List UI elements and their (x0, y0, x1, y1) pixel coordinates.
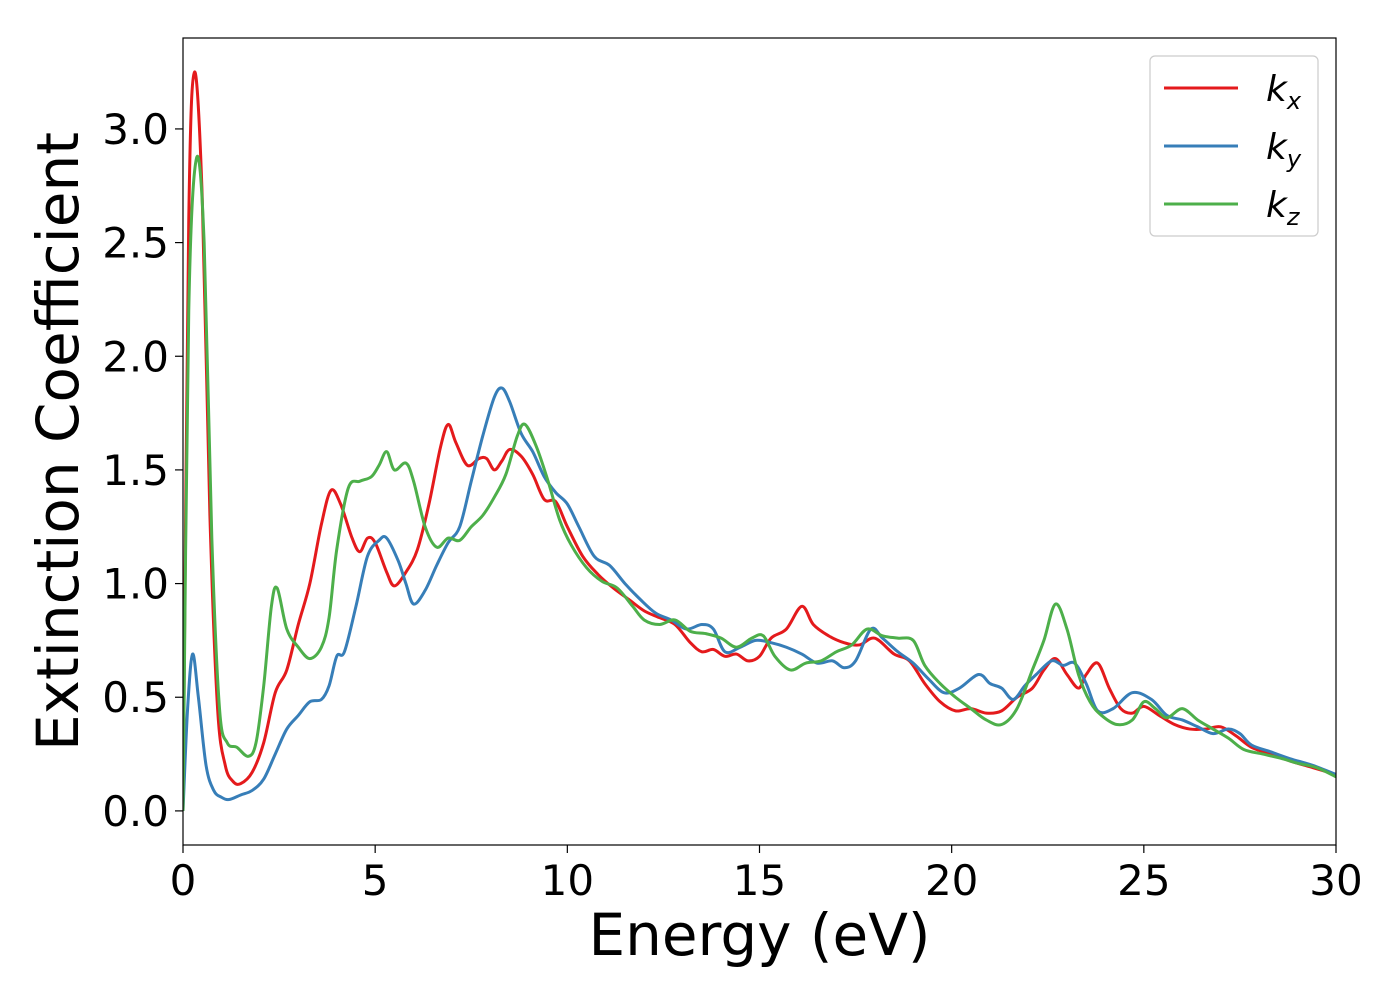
y-tick-label: 0.5 (102, 673, 169, 722)
y-axis-ticks: 0.0 0.5 1.0 1.5 2.0 2.5 3.0 (102, 105, 183, 836)
y-tick-label: 0.0 (102, 787, 169, 836)
x-axis-ticks: 0 5 10 15 20 25 30 (170, 845, 1363, 905)
legend-item-kx: kx (1164, 69, 1302, 115)
plot-area: 0 5 10 15 20 25 30 0.0 0.5 1.0 1.5 2.0 2.5 3.0 (102, 37, 1363, 905)
y-tick-label: 2.5 (102, 219, 169, 268)
y-tick-label: 3.0 (102, 105, 169, 154)
y-tick-label: 1.0 (102, 560, 169, 609)
x-tick-label: 10 (541, 856, 594, 905)
series-line-kz (183, 154, 1336, 811)
y-tick-label: 2.0 (102, 332, 169, 381)
legend-label: kx (1266, 69, 1302, 115)
y-axis-title: Extinction Coefficient (24, 132, 92, 751)
legend-item-kz: kz (1164, 185, 1301, 231)
legend-item-ky: ky (1164, 127, 1302, 173)
legend: kx ky kz (1149, 55, 1319, 237)
x-tick-label: 25 (1117, 856, 1170, 905)
x-axis-title: Energy (eV) (588, 901, 930, 969)
legend-label: kz (1266, 185, 1301, 231)
series-line-kx (183, 70, 1336, 811)
x-tick-label: 15 (733, 856, 786, 905)
x-tick-label: 30 (1309, 856, 1362, 905)
x-tick-label: 20 (925, 856, 978, 905)
x-tick-label: 5 (362, 856, 389, 905)
series-layer (183, 70, 1336, 811)
legend-label: ky (1266, 127, 1302, 173)
x-tick-label: 0 (170, 856, 197, 905)
y-tick-label: 1.5 (102, 446, 169, 495)
series-line-ky (183, 386, 1336, 811)
